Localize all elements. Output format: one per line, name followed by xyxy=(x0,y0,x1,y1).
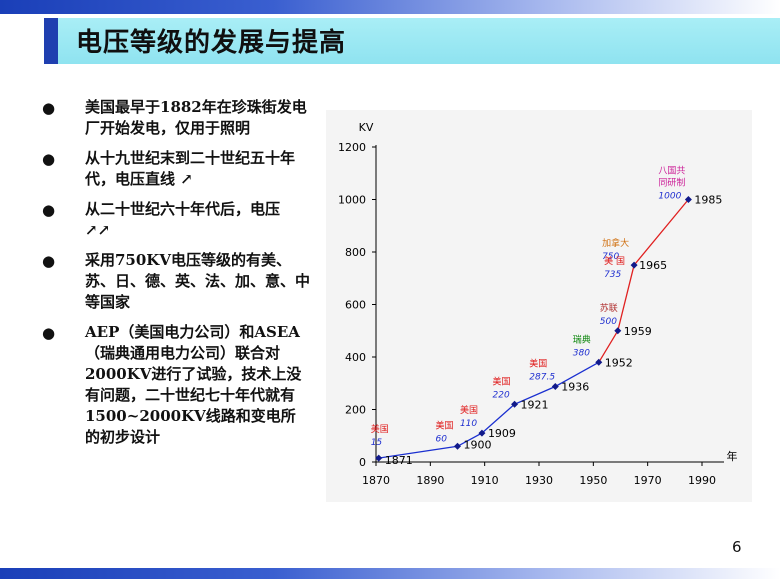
data-point-1900 xyxy=(454,442,461,450)
country-label: 美国 xyxy=(436,419,454,431)
top-gradient-bar xyxy=(0,0,780,14)
bullet-item: ● 美国最早于1882年在珍珠街发电厂开始发电，仅用于照明 xyxy=(40,97,310,139)
y-tick-label: 400 xyxy=(345,351,366,364)
bullet-dot-icon: ● xyxy=(42,99,56,117)
value-label: 750 xyxy=(602,252,619,262)
x-axis-title: 年 xyxy=(727,449,738,463)
data-point-1921 xyxy=(511,400,519,408)
data-point-1909 xyxy=(478,429,486,437)
value-label: 500 xyxy=(600,317,617,327)
year-label: 1900 xyxy=(464,438,492,451)
x-tick-label: 1890 xyxy=(416,474,444,487)
value-label-2: 735 xyxy=(604,270,621,280)
country-label: 苏联 xyxy=(600,302,618,314)
bullet-dot-icon: ● xyxy=(42,150,56,168)
data-point-1871 xyxy=(375,454,383,462)
bullet-dot-icon: ● xyxy=(42,201,56,219)
bullet-dot-icon: ● xyxy=(42,252,56,270)
bullet-item: ● 采用750KV电压等级的有美、苏、日、德、英、法、加、意、中等国家 xyxy=(40,250,310,313)
bullet-text: 从二十世纪六十年代后，电压 ↗↗ xyxy=(85,200,281,239)
year-label: 1909 xyxy=(488,427,516,440)
bullet-item: ● 从二十世纪六十年代后，电压 ↗↗ xyxy=(40,199,310,241)
y-tick-label: 1000 xyxy=(338,194,366,207)
country-label: 加拿大 xyxy=(602,237,629,249)
y-tick-label: 200 xyxy=(345,404,366,417)
year-label: 1871 xyxy=(385,454,413,467)
value-label: 220 xyxy=(493,390,510,400)
bottom-gradient-bar xyxy=(0,568,780,579)
series-line-blue xyxy=(378,361,600,459)
data-point-1936 xyxy=(551,383,559,391)
year-label: 1936 xyxy=(561,381,589,394)
y-axis-title: KV xyxy=(359,121,374,134)
chart-svg: 0 200 400 600 800 1000 1200 1870 1890 1910 1930 195… xyxy=(338,121,738,487)
year-label: 1952 xyxy=(605,356,633,369)
x-tick-label: 1990 xyxy=(688,474,716,487)
bullet-dot-icon: ● xyxy=(42,324,56,342)
y-tick-label: 600 xyxy=(345,299,366,312)
x-tick-label: 1870 xyxy=(362,474,390,487)
bullet-item: ● 从十九世纪末到二十世纪五十年代，电压直线 ↗ xyxy=(40,148,310,190)
value-label: 110 xyxy=(460,419,477,429)
bullet-list: ● 美国最早于1882年在珍珠街发电厂开始发电，仅用于照明 ● 从十九世纪末到二十世… xyxy=(40,97,310,457)
value-label: 1000 xyxy=(658,192,681,202)
slide-title: 电压等级的发展与提高 xyxy=(76,28,347,58)
country-label: 美国 xyxy=(371,423,389,435)
value-label: 287.5 xyxy=(529,373,555,383)
year-label: 1965 xyxy=(639,259,667,272)
x-tick-label: 1930 xyxy=(525,474,553,487)
country-label: 美国 xyxy=(493,375,511,387)
data-point-1965 xyxy=(630,261,638,269)
country-label: 八国共 xyxy=(658,166,685,177)
year-label: 1985 xyxy=(694,194,722,207)
year-label: 1921 xyxy=(521,398,549,411)
bullet-text: 采用750KV电压等级的有美、苏、日、德、英、法、加、意、中等国家 xyxy=(85,251,311,311)
x-tick-label: 1970 xyxy=(634,474,662,487)
bullet-text: AEP（美国电力公司）和ASEA（瑞典通用电力公司）联合对2000KV进行了试验… xyxy=(85,323,302,446)
country-label-line2: 同研制 xyxy=(658,177,685,189)
y-tick-label: 0 xyxy=(359,456,366,469)
value-label: 15 xyxy=(371,438,383,448)
country-label-2: 美 国 xyxy=(604,255,625,267)
bullet-text: 美国最早于1882年在珍珠街发电厂开始发电，仅用于照明 xyxy=(85,98,307,137)
country-label: 瑞典 xyxy=(573,333,591,345)
voltage-chart: 0 200 400 600 800 1000 1200 1870 1890 1910 1930 195… xyxy=(326,110,752,502)
title-accent-mark xyxy=(44,18,58,64)
data-point-1952 xyxy=(595,358,603,366)
country-label: 美国 xyxy=(529,358,547,370)
value-label: 380 xyxy=(573,348,590,358)
data-point-1959 xyxy=(614,327,622,335)
bullet-text: 从十九世纪末到二十世纪五十年代，电压直线 ↗ xyxy=(85,149,296,188)
x-tick-label: 1910 xyxy=(471,474,499,487)
title-band xyxy=(44,18,780,64)
y-tick-label: 1200 xyxy=(338,141,366,154)
page-number: 6 xyxy=(732,538,742,556)
bullet-item: ● AEP（美国电力公司）和ASEA（瑞典通用电力公司）联合对2000KV进行了试… xyxy=(40,322,310,448)
data-point-1985 xyxy=(684,196,692,203)
x-tick-label: 1950 xyxy=(579,474,607,487)
year-label: 1959 xyxy=(624,325,652,338)
series-line-red xyxy=(598,199,689,363)
value-label: 60 xyxy=(436,434,448,444)
country-label: 美国 xyxy=(460,404,478,416)
y-tick-label: 800 xyxy=(345,246,366,259)
